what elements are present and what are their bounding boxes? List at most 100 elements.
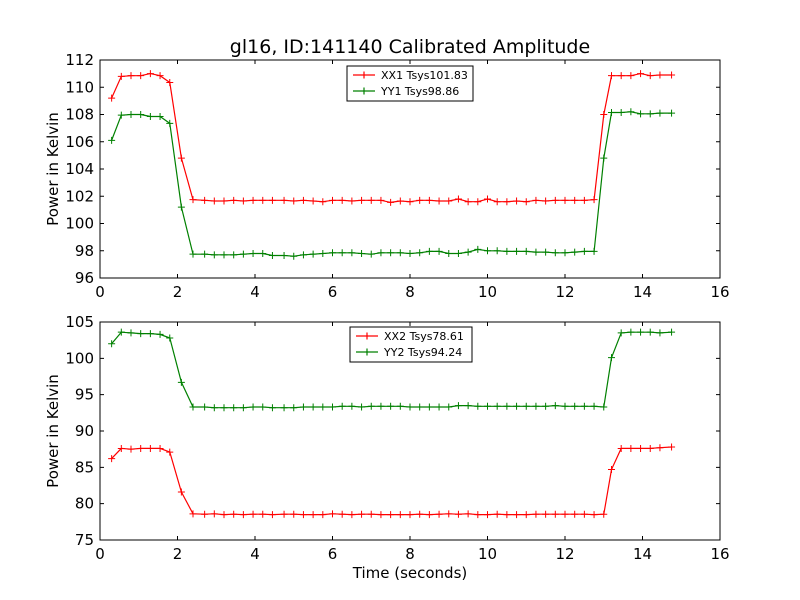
data-point-1-0-37 — [474, 511, 482, 519]
data-point-1-1-0 — [108, 340, 116, 348]
x-tick-label-0-4: 8 — [405, 283, 415, 301]
data-point-1-0-52 — [617, 444, 625, 452]
data-point-0-0-52 — [617, 72, 625, 80]
data-point-1-1-37 — [474, 402, 482, 410]
data-point-0-0-4 — [146, 70, 154, 78]
data-point-1-1-50 — [600, 403, 608, 411]
x-tick-label-1-6: 12 — [555, 545, 574, 563]
data-point-1-0-30 — [406, 511, 414, 519]
data-point-1-1-33 — [435, 403, 443, 411]
data-point-0-0-55 — [646, 72, 654, 80]
data-point-1-0-7 — [177, 488, 185, 496]
series-line-1-1 — [111, 331, 672, 409]
data-point-0-0-47 — [571, 196, 579, 204]
data-point-1-0-39 — [493, 510, 501, 518]
data-point-0-1-54 — [637, 110, 645, 118]
data-point-1-1-54 — [637, 328, 645, 336]
data-point-0-1-55 — [646, 110, 654, 118]
y-tick-label-0-4: 104 — [65, 160, 94, 178]
data-point-1-1-32 — [425, 403, 433, 411]
data-point-1-0-55 — [646, 444, 654, 452]
data-point-1-1-19 — [299, 403, 307, 411]
data-point-1-1-21 — [319, 403, 327, 411]
data-point-1-0-51 — [608, 466, 615, 474]
data-point-0-1-19 — [299, 251, 307, 259]
data-point-0-0-20 — [309, 197, 317, 205]
data-point-1-1-24 — [348, 402, 356, 410]
x-tick-label-0-3: 6 — [328, 283, 338, 301]
data-point-0-0-31 — [416, 196, 424, 204]
data-point-0-0-5 — [156, 72, 164, 80]
data-point-0-1-13 — [239, 250, 247, 258]
data-point-1-0-11 — [220, 511, 228, 519]
legend-swatch-1-0 — [356, 332, 378, 340]
series-line-1-0 — [111, 446, 672, 516]
data-point-0-1-0 — [108, 136, 116, 144]
data-point-1-0-42 — [522, 511, 530, 519]
data-point-1-1-46 — [561, 402, 569, 410]
data-point-0-1-24 — [348, 249, 356, 257]
data-point-1-0-34 — [445, 510, 453, 518]
data-point-0-0-22 — [329, 196, 336, 204]
data-point-1-0-5 — [156, 444, 164, 452]
data-point-0-0-1 — [117, 72, 125, 80]
data-point-1-1-44 — [542, 402, 550, 410]
data-point-0-1-8 — [189, 250, 197, 258]
data-point-1-0-38 — [484, 511, 491, 519]
data-point-1-1-2 — [127, 329, 135, 337]
data-point-1-1-8 — [189, 403, 197, 411]
data-point-0-0-50 — [600, 111, 608, 118]
data-point-1-0-2 — [127, 445, 135, 453]
y-tick-label-1-6: 105 — [65, 313, 94, 331]
legend-box-1 — [349, 326, 473, 363]
data-point-0-1-51 — [608, 108, 615, 116]
data-point-0-0-2 — [127, 72, 135, 80]
data-point-0-1-12 — [230, 251, 238, 259]
data-point-1-1-5 — [156, 330, 164, 338]
data-point-1-1-6 — [166, 334, 174, 342]
data-point-0-1-45 — [551, 249, 559, 257]
data-point-1-0-12 — [230, 510, 238, 518]
data-point-0-0-27 — [377, 196, 385, 204]
data-point-1-0-10 — [210, 510, 218, 518]
data-point-1-1-51 — [608, 354, 615, 362]
y-tick-label-0-7: 110 — [65, 78, 94, 96]
data-point-0-0-41 — [513, 197, 521, 205]
data-point-0-0-37 — [474, 198, 482, 206]
data-point-1-1-13 — [239, 404, 247, 412]
data-point-1-0-8 — [189, 510, 197, 518]
data-point-1-0-53 — [627, 444, 635, 452]
data-point-0-0-32 — [425, 196, 433, 204]
data-point-1-0-0 — [108, 455, 116, 463]
data-point-0-1-36 — [464, 248, 472, 256]
data-point-0-0-51 — [608, 72, 615, 80]
data-point-1-1-4 — [146, 330, 154, 338]
data-point-1-1-38 — [484, 402, 491, 410]
legend-box-0 — [346, 65, 474, 102]
data-point-0-0-24 — [348, 197, 356, 205]
data-point-1-0-27 — [377, 511, 385, 519]
data-point-0-1-27 — [377, 249, 385, 257]
data-point-1-1-23 — [338, 402, 346, 410]
x-tick-label-1-0: 0 — [95, 545, 105, 563]
data-point-0-1-31 — [416, 249, 424, 257]
data-point-1-0-32 — [425, 511, 433, 519]
data-point-1-0-36 — [464, 510, 472, 518]
bottom-panel: 0 2 4 6 8 10 12 14 16 75 80 85 90 95 100 105 Power in Ke… — [44, 313, 730, 563]
data-point-1-1-17 — [280, 404, 288, 412]
data-point-0-1-49 — [590, 247, 598, 255]
data-point-0-0-53 — [627, 72, 635, 80]
data-point-0-0-15 — [259, 196, 267, 204]
data-point-0-1-40 — [503, 247, 511, 255]
data-point-0-0-9 — [201, 196, 209, 204]
data-point-0-1-28 — [387, 249, 395, 257]
data-point-0-0-44 — [542, 197, 550, 205]
data-point-1-1-7 — [177, 378, 185, 386]
data-point-0-1-38 — [484, 247, 491, 255]
x-tick-label-1-5: 10 — [478, 545, 497, 563]
data-point-0-0-16 — [268, 196, 276, 204]
data-point-0-0-7 — [177, 154, 185, 162]
data-point-0-0-11 — [220, 197, 228, 205]
data-point-1-0-4 — [146, 444, 154, 452]
